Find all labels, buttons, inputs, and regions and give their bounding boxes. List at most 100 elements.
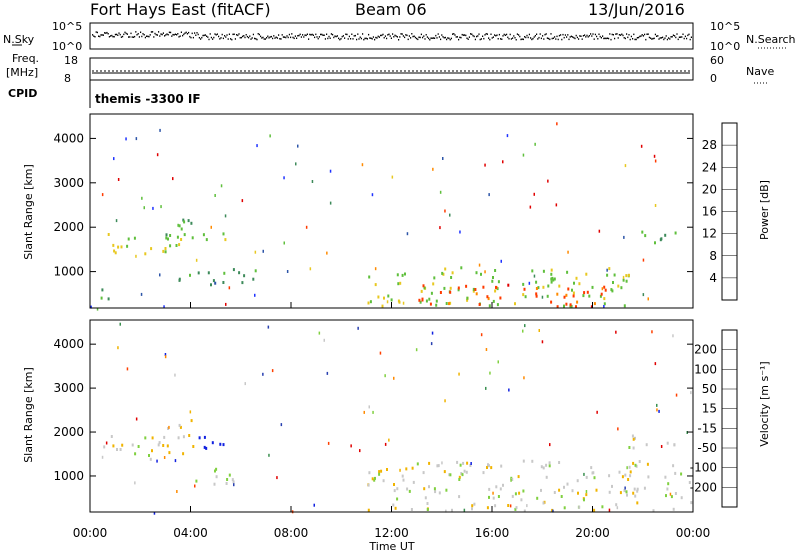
noise-point [400, 33, 402, 35]
noise-point [641, 34, 643, 36]
data-cell [471, 504, 474, 508]
noise-point [342, 35, 344, 37]
noise-point [568, 38, 570, 41]
data-cell [431, 331, 434, 335]
velocity-scatter [101, 322, 693, 515]
data-cell [329, 201, 332, 205]
data-cell [494, 504, 497, 508]
noise-point [668, 37, 670, 39]
data-cell [458, 495, 461, 499]
noise-point [131, 36, 133, 38]
data-cell [475, 292, 478, 296]
data-cell [101, 288, 104, 292]
noise-point [500, 38, 502, 40]
data-cell [449, 290, 452, 294]
noise-point [575, 34, 577, 37]
noise-point [466, 37, 468, 39]
noise-point [159, 35, 161, 37]
data-cell [443, 470, 446, 474]
data-cell [618, 470, 621, 474]
noise-point [620, 34, 622, 36]
time-tick-label: 00:00 [676, 526, 711, 540]
data-cell [489, 371, 491, 375]
data-cell [535, 287, 538, 290]
data-cell [326, 251, 328, 255]
data-cell [176, 235, 179, 239]
noise-point [674, 35, 676, 37]
noise-point [496, 34, 498, 36]
noise-point [299, 33, 301, 36]
noise-point [488, 37, 490, 39]
noise-point [365, 37, 367, 40]
data-cell [434, 490, 437, 494]
noise-point [195, 34, 197, 36]
data-cell [410, 508, 413, 511]
data-cell [168, 451, 171, 455]
data-cell [491, 279, 494, 283]
data-cell [461, 473, 464, 477]
data-cell [368, 405, 370, 409]
data-cell [486, 506, 489, 510]
data-cell [465, 470, 468, 474]
data-cell [329, 169, 332, 173]
noise-point [249, 35, 251, 37]
data-cell [688, 481, 691, 484]
noise-point [219, 38, 221, 40]
noise-point [594, 33, 596, 36]
noise-point [234, 38, 236, 40]
data-cell [119, 448, 122, 451]
data-cell [622, 278, 625, 282]
data-cell [585, 490, 588, 493]
data-cell [632, 446, 635, 450]
noise-point [576, 36, 578, 39]
data-cell [374, 267, 377, 271]
data-cell [488, 487, 491, 491]
data-cell [190, 419, 193, 423]
noise-point [549, 38, 551, 41]
data-cell [205, 238, 208, 242]
data-cell [636, 487, 639, 491]
noise-point [310, 34, 312, 36]
data-cell [463, 508, 466, 512]
noise-point [536, 33, 538, 35]
noise-point [170, 31, 172, 34]
data-cell [422, 284, 425, 288]
noise-point [548, 37, 550, 40]
data-cell [545, 463, 548, 467]
noise-point [426, 36, 428, 38]
noise-point [257, 33, 259, 35]
noise-point [112, 35, 114, 38]
data-cell [212, 279, 215, 283]
data-cell [225, 482, 228, 485]
data-cell [593, 476, 596, 480]
data-cell [397, 299, 400, 303]
data-cell [623, 235, 625, 239]
noise-point [610, 38, 612, 41]
noise-point [495, 35, 497, 37]
noise-point [328, 35, 330, 38]
noise-point [245, 34, 247, 36]
data-cell [634, 463, 637, 467]
data-cell [424, 496, 427, 500]
data-cell [664, 233, 667, 237]
noise-point [654, 33, 656, 36]
noise-point [578, 38, 580, 40]
noise-point [438, 36, 440, 38]
data-cell [363, 410, 365, 414]
data-cell [327, 441, 330, 445]
data-cell [547, 284, 550, 288]
noise-point [100, 34, 102, 36]
noise-point [435, 34, 437, 37]
data-cell [480, 272, 482, 276]
noise-point [591, 35, 593, 37]
noise-point [293, 37, 295, 40]
noise-point [224, 35, 226, 37]
noise-point [450, 37, 452, 40]
noise-point [172, 33, 174, 36]
noise-point [156, 34, 158, 36]
noise-point [288, 33, 290, 36]
colorbar-tick-label: -200 [690, 480, 717, 494]
noise-point [412, 35, 414, 38]
data-cell [149, 457, 152, 461]
data-cell [556, 122, 558, 126]
